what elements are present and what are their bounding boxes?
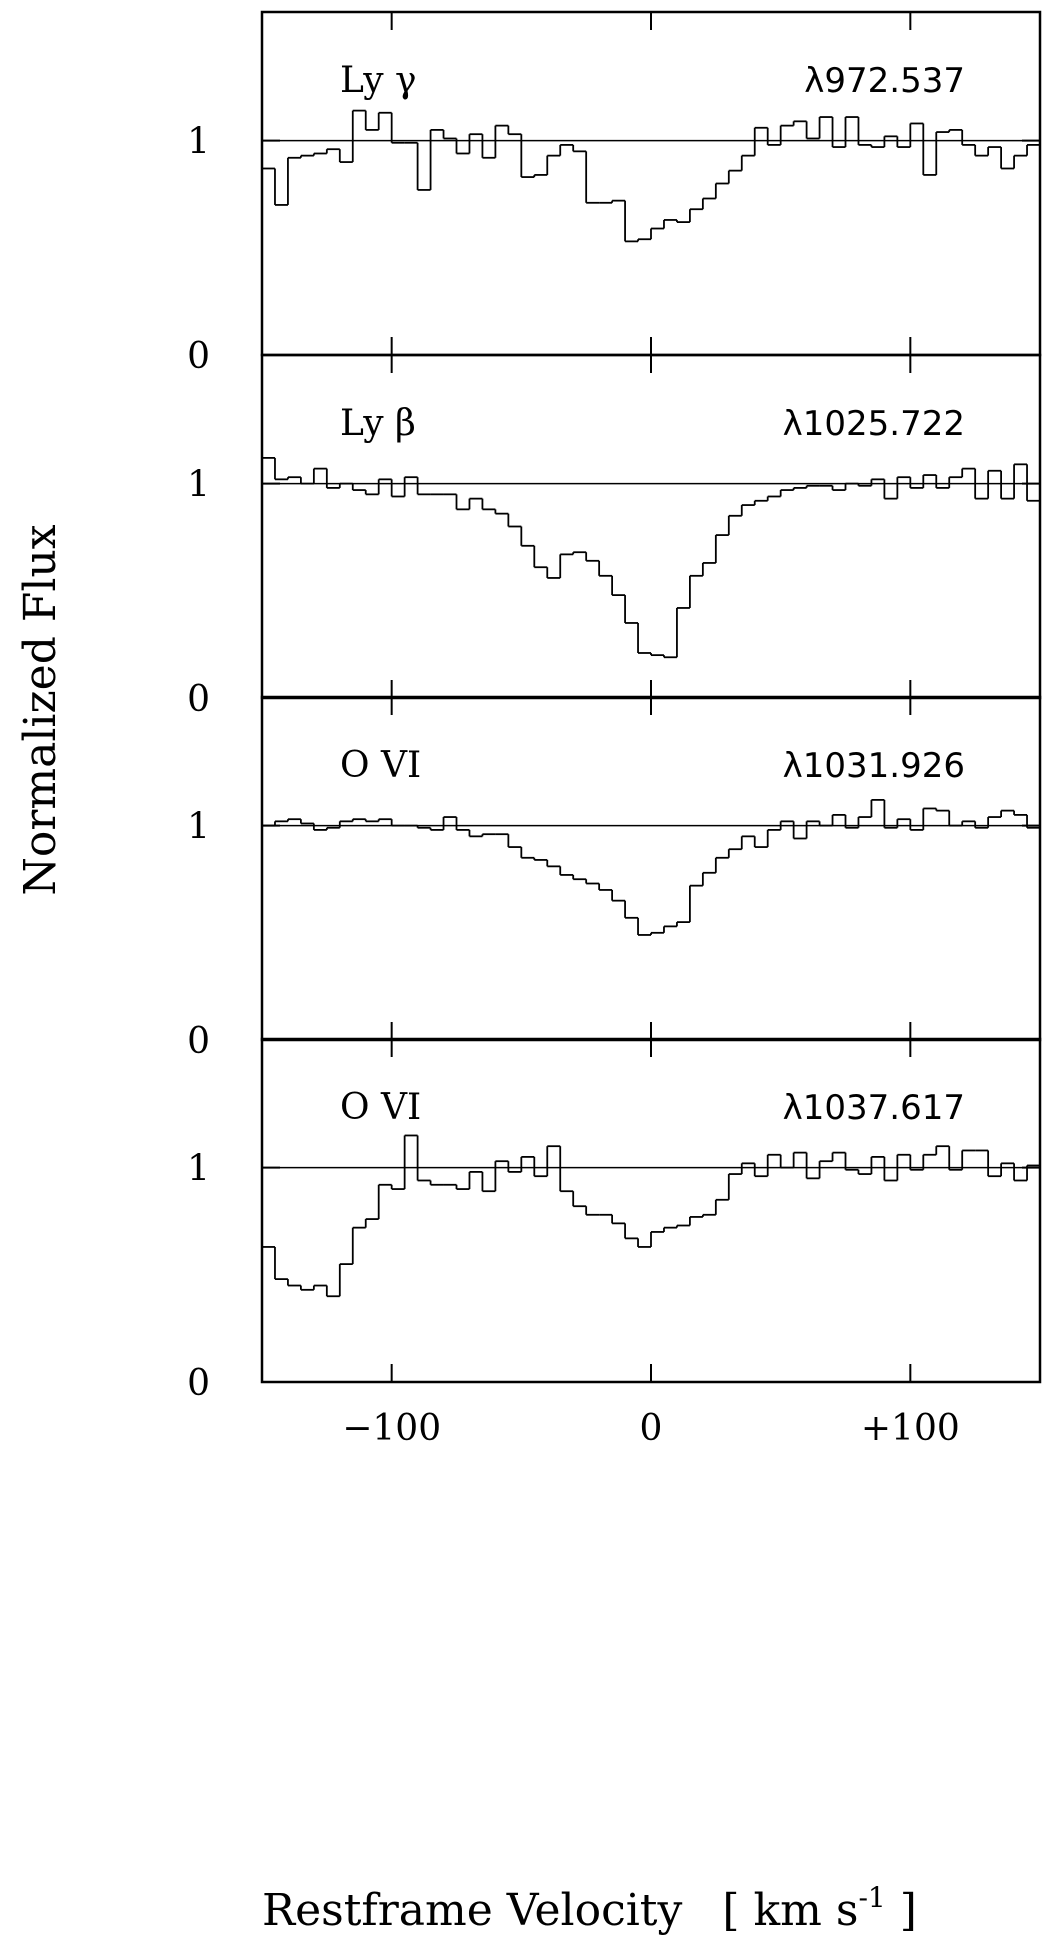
x-axis-label: Restframe Velocity [ km s-1] (262, 1881, 917, 1936)
wavelength-label: λ1025.722 (783, 404, 965, 444)
x-tick-label: 0 (640, 1408, 663, 1449)
y-tick-label: 0 (187, 1363, 210, 1404)
y-axis-label: Normalized Flux (15, 524, 66, 895)
line-label: O VI (340, 745, 421, 786)
wavelength-label: λ1031.926 (783, 746, 965, 786)
line-label: O VI (340, 1087, 421, 1128)
y-tick-label: 1 (187, 1149, 210, 1190)
y-tick-label: 1 (187, 807, 210, 848)
y-tick-label: 0 (187, 336, 210, 377)
x-tick-label: +100 (861, 1408, 960, 1449)
y-tick-label: 1 (187, 122, 210, 163)
wavelength-label: λ972.537 (804, 61, 965, 101)
line-label: Ly β (340, 403, 416, 444)
x-axis-title: Restframe Velocity (262, 1885, 682, 1936)
x-tick-label: −100 (342, 1408, 441, 1449)
y-tick-label: 0 (187, 679, 210, 720)
x-axis-unit-exponent: -1 (858, 1881, 885, 1914)
x-axis-unit: [ km s (722, 1885, 858, 1936)
y-tick-label: 1 (187, 465, 210, 506)
y-tick-label: 0 (187, 1021, 210, 1062)
wavelength-label: λ1037.617 (783, 1088, 965, 1128)
x-axis-unit-close: ] (900, 1885, 917, 1936)
line-label: Ly γ (340, 60, 417, 101)
